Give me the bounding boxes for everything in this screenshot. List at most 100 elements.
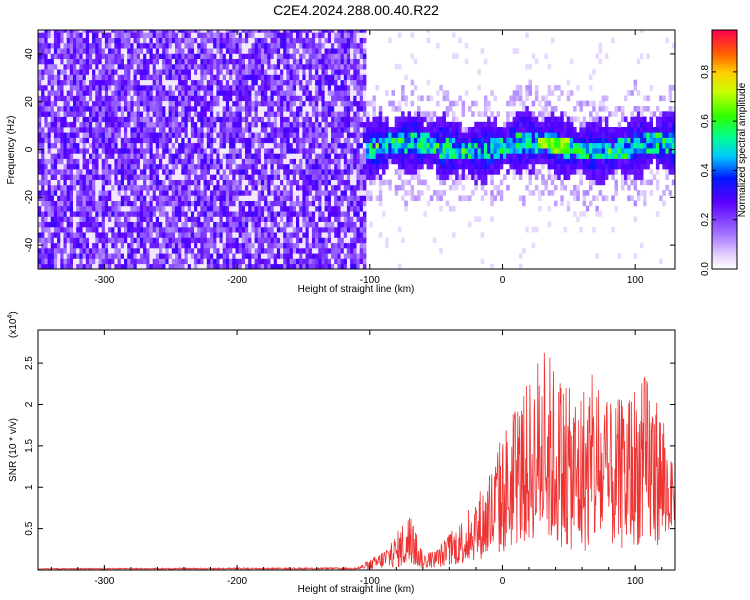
spectrogram-cell <box>302 32 306 38</box>
spectrogram-cell <box>41 226 45 233</box>
spectrogram-cell <box>111 211 115 217</box>
spectrogram-cell <box>76 195 80 201</box>
spectrogram-cell <box>149 253 153 259</box>
spectrogram-cell <box>47 232 52 238</box>
spectrogram-cell <box>315 179 319 186</box>
spectrogram-cell <box>382 211 386 217</box>
spectrogram-cell <box>251 211 255 217</box>
spectrogram-cell <box>296 85 300 91</box>
spectrogram-cell <box>159 42 163 49</box>
spectrogram-cell <box>194 242 198 249</box>
spectrogram-cell <box>315 95 319 102</box>
spectrogram-cell <box>222 132 227 138</box>
spectrogram-cell <box>63 226 67 233</box>
spectrogram-cell <box>197 106 201 112</box>
spectrogram-cell <box>286 95 290 102</box>
spectrogram-cell <box>346 163 351 170</box>
spectrogram-cell <box>38 226 42 233</box>
spectrogram-cell <box>104 211 109 217</box>
spectrogram-cell <box>305 132 309 138</box>
spectrogram-cell <box>264 48 268 54</box>
spectrogram-cell <box>254 163 259 170</box>
spectrogram-cell <box>222 137 227 144</box>
spectrogram-cell <box>98 211 102 217</box>
spectrogram-cell <box>171 42 176 49</box>
spectrogram-cell <box>238 216 243 222</box>
spectrogram-cell <box>69 30 74 33</box>
spectrogram-cell <box>44 142 48 149</box>
spectrogram-cell <box>104 58 109 65</box>
spectrogram-cell <box>302 116 306 123</box>
spectrogram-cell <box>171 127 176 133</box>
spectrogram-cell <box>178 226 182 233</box>
spectrogram-cell <box>98 258 102 265</box>
spectrogram-cell <box>359 237 364 244</box>
spectrogram-cell <box>114 137 118 144</box>
spectrogram-cell <box>120 32 125 38</box>
spectrogram-cell <box>222 248 227 254</box>
spectrogram-cell <box>203 121 208 128</box>
spectrogram-cell <box>89 32 93 38</box>
spectrogram-cell <box>225 195 230 201</box>
spectrogram-cell <box>356 211 360 217</box>
spectrogram-cell <box>79 195 83 201</box>
spectrogram-cell <box>382 132 386 138</box>
spectrogram-cell <box>53 106 58 112</box>
spectrogram-cell <box>334 216 338 222</box>
spectrogram-cell <box>136 169 141 175</box>
spectrogram-cell <box>286 195 290 201</box>
spectrogram-cell <box>136 184 141 191</box>
spectrogram-cell <box>60 32 64 38</box>
spectrogram-cell <box>359 79 364 86</box>
spectrogram-cell <box>194 30 198 33</box>
spectrogram-cell <box>267 211 271 217</box>
spectrogram-cell <box>178 237 182 244</box>
spectrogram-cell <box>104 226 109 233</box>
spectrogram-cell <box>130 184 134 191</box>
spectrogram-cell <box>397 137 402 144</box>
spectrogram-cell <box>280 142 284 149</box>
spectrogram-cell <box>362 142 367 149</box>
spectrogram-cell <box>397 163 402 170</box>
spectrogram-cell <box>111 30 115 33</box>
spectrogram-cell <box>321 242 325 249</box>
spectrogram-cell <box>171 48 176 54</box>
spectrogram-cell <box>254 127 259 133</box>
spectrogram-cell <box>229 85 233 91</box>
spectrogram-cell <box>200 137 204 144</box>
spectrogram-cell <box>353 248 357 254</box>
spectrogram-cell <box>353 258 357 265</box>
spectrogram-cell <box>50 190 55 196</box>
spectrogram-cell <box>38 132 42 138</box>
spectrogram-cell <box>120 137 125 144</box>
spectrogram-cell <box>225 127 230 133</box>
spectrogram-cell <box>73 121 77 128</box>
spectrogram-cell <box>254 195 259 201</box>
spectrogram-cell <box>178 48 182 54</box>
spectrogram-cell <box>251 63 255 70</box>
spectrogram-cell <box>283 69 287 75</box>
spectrogram-cell <box>324 242 329 249</box>
spectrogram-cell <box>82 163 87 170</box>
spectrogram-cell <box>331 169 335 175</box>
spectrogram-cell <box>38 158 42 165</box>
spectrogram-cell <box>346 232 351 238</box>
spectrogram-cell <box>276 137 281 144</box>
spectrogram-cell <box>82 242 87 249</box>
spectrogram-cell <box>98 179 102 186</box>
spectrogram-cell <box>53 42 58 49</box>
spectrogram-cell <box>155 42 160 49</box>
spectrogram-cell <box>184 237 188 244</box>
spectrogram-cell <box>44 32 48 38</box>
spectrogram-cell <box>264 200 268 207</box>
spectrogram-cell <box>63 263 67 269</box>
spectrogram-cell <box>225 74 230 81</box>
spectrogram-cell <box>213 63 217 70</box>
spectrogram-cell <box>104 37 109 44</box>
spectrogram-cell <box>146 137 150 144</box>
spectrogram-cell <box>127 121 131 128</box>
spectrogram-cell <box>175 195 179 201</box>
spectrogram-cell <box>79 226 83 233</box>
spectrogram-cell <box>130 74 134 81</box>
spectrogram-cell <box>216 85 220 91</box>
